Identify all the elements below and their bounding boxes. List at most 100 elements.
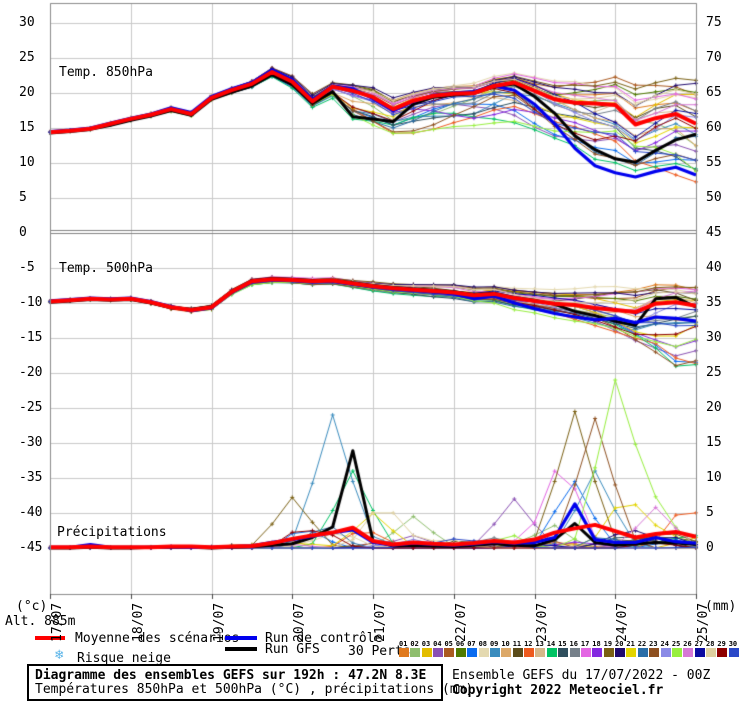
pert-number: 26 xyxy=(683,640,692,648)
panel-label-temp500: Temp. 500hPa xyxy=(59,261,153,276)
left-axis-unit: (°c) xyxy=(16,599,48,614)
pert-number: 18 xyxy=(592,640,601,648)
pert-number: 19 xyxy=(603,640,613,648)
y-axis-tick-left: -45 xyxy=(19,540,43,555)
pert-swatch xyxy=(569,648,580,657)
pert-swatch xyxy=(467,648,478,657)
pert-number: 05 xyxy=(444,640,453,648)
pert-number: 22 xyxy=(637,640,647,648)
pert-number: 25 xyxy=(671,640,681,648)
y-axis-tick-left: 0 xyxy=(19,225,27,240)
diagram-title: Diagramme des ensembles GEFS sur 192h : … xyxy=(35,668,427,683)
pert-swatch xyxy=(671,648,682,657)
panel-label-precip: Précipitations xyxy=(57,525,167,540)
legend-mean-label: Moyenne des scénarios xyxy=(75,631,240,646)
panel-label-temp850: Temp. 850hPa xyxy=(59,65,153,80)
pert-number: 13 xyxy=(535,640,544,648)
x-axis-tick: 25/07 xyxy=(696,602,711,642)
diagram-title-box: Diagramme des ensembles GEFS sur 192h : … xyxy=(27,664,474,701)
pert-swatch xyxy=(683,648,694,657)
run-info-label: Ensemble GEFS du 17/07/2022 - 00Z xyxy=(452,668,711,683)
diagram-subtitle: Températures 850hPa et 500hPa (°C) , pré… xyxy=(35,682,474,697)
y-axis-tick-right: 15 xyxy=(706,435,722,450)
y-axis-tick-left: -25 xyxy=(19,400,43,415)
pert-swatch xyxy=(580,648,591,657)
pert-swatch xyxy=(433,648,444,657)
y-axis-tick-right: 20 xyxy=(706,400,722,415)
pert-swatch xyxy=(399,648,409,657)
pert-number: 04 xyxy=(433,640,442,648)
y-axis-tick-right: 35 xyxy=(706,295,722,310)
pert-number: 30 xyxy=(728,640,738,648)
y-axis-tick-right: 75 xyxy=(706,15,722,30)
pert-swatch xyxy=(728,648,739,657)
pert-number: 23 xyxy=(649,640,658,648)
pert-swatch xyxy=(501,648,512,657)
pert-swatch xyxy=(455,648,466,657)
pert-number: 20 xyxy=(615,640,624,648)
pert-number: 14 xyxy=(546,640,556,648)
pert-swatch xyxy=(421,648,432,657)
y-axis-tick-left: 25 xyxy=(19,50,35,65)
y-axis-tick-left: 5 xyxy=(19,190,27,205)
x-axis-tick: 20/07 xyxy=(292,602,308,642)
pert-swatch xyxy=(717,648,728,657)
right-axis-unit: (mm) xyxy=(705,599,737,614)
snowflake-icon: ❄ xyxy=(55,647,64,663)
pert-number: 08 xyxy=(478,640,488,648)
pert-number: 02 xyxy=(410,640,419,648)
y-axis-tick-right: 0 xyxy=(706,540,714,555)
x-axis-tick: 17/07 xyxy=(50,602,65,642)
pert-number: 16 xyxy=(569,640,578,648)
pert-swatch xyxy=(592,648,603,657)
y-axis-tick-left: 15 xyxy=(19,120,35,135)
y-axis-tick-left: -35 xyxy=(19,470,43,485)
y-axis-tick-left: -10 xyxy=(19,295,43,310)
x-axis-tick: 23/07 xyxy=(534,602,550,642)
pert-swatch xyxy=(705,648,716,657)
pert-number: 07 xyxy=(467,640,476,648)
pert-swatch xyxy=(524,648,535,657)
y-axis-tick-left: 30 xyxy=(19,15,35,30)
y-axis-tick-left: -20 xyxy=(19,365,43,380)
y-axis-tick-left: -15 xyxy=(19,330,43,345)
pert-number: 03 xyxy=(421,640,431,648)
pert-swatch xyxy=(444,648,455,657)
y-axis-tick-right: 25 xyxy=(706,365,722,380)
y-axis-tick-right: 30 xyxy=(706,330,722,345)
pert-swatch xyxy=(637,648,648,657)
ensemble-plot-canvas xyxy=(0,0,740,615)
y-axis-tick-right: 5 xyxy=(706,505,714,520)
y-axis-tick-right: 40 xyxy=(706,260,722,275)
pert-swatch xyxy=(694,648,705,657)
y-axis-tick-right: 60 xyxy=(706,120,722,135)
pert-number: 11 xyxy=(512,640,522,648)
pert-swatch xyxy=(535,648,546,657)
pert-number: 29 xyxy=(717,640,726,648)
legend-gfs-label: Run GFS xyxy=(265,642,320,657)
x-axis-tick: 18/07 xyxy=(130,602,146,642)
pert-number: 24 xyxy=(660,640,669,648)
pert-number: 15 xyxy=(558,640,567,648)
y-axis-tick-right: 10 xyxy=(706,470,722,485)
pert-number: 06 xyxy=(455,640,465,648)
y-axis-tick-left: -5 xyxy=(19,260,35,275)
x-axis-tick: 21/07 xyxy=(373,602,388,642)
snow-risk-label: Risque neige xyxy=(77,651,171,666)
y-axis-tick-right: 70 xyxy=(706,50,722,65)
pert-swatch xyxy=(558,648,569,657)
pert-swatch xyxy=(489,648,500,657)
pert-swatch xyxy=(626,648,637,657)
y-axis-tick-right: 55 xyxy=(706,155,722,170)
y-axis-tick-left: -40 xyxy=(19,505,43,520)
y-axis-tick-left: -30 xyxy=(19,435,43,450)
y-axis-tick-left: 20 xyxy=(19,85,35,100)
pert-number: 27 xyxy=(694,640,704,648)
pert-swatch xyxy=(603,648,614,657)
pert-swatch xyxy=(410,648,421,657)
pert-number: 09 xyxy=(489,640,499,648)
pert-swatch xyxy=(615,648,626,657)
legend-gfs-swatch xyxy=(225,647,257,651)
altitude-label: Alt. 885m xyxy=(5,614,76,629)
